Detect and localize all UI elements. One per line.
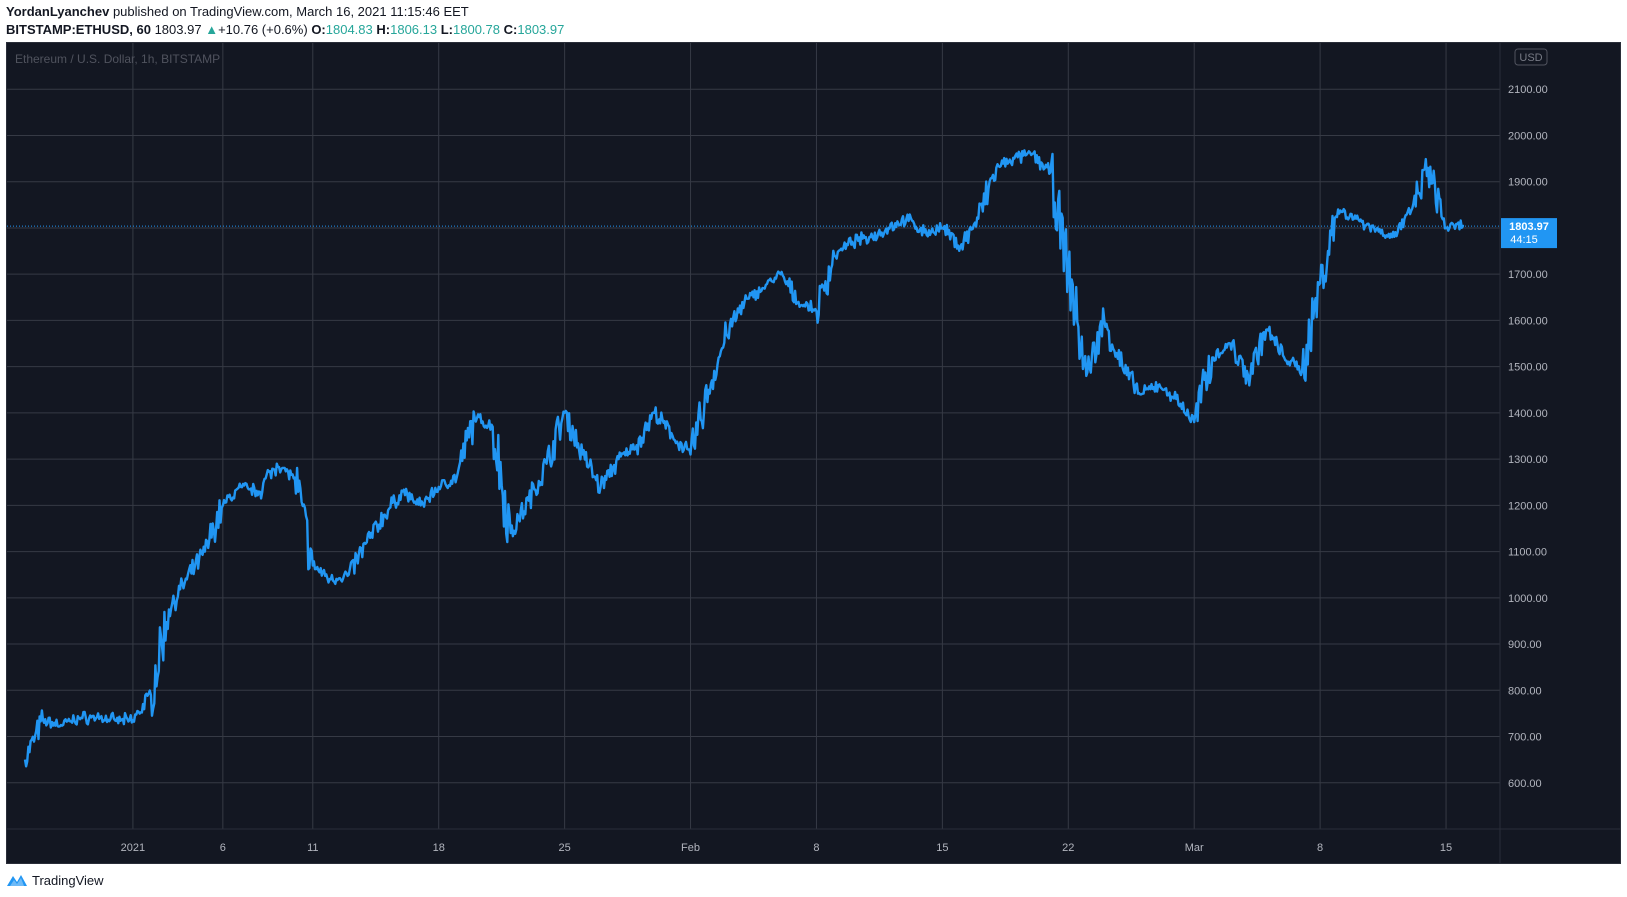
time-tick-label: 11: [307, 842, 318, 854]
price-tick-label: 1300.00: [1508, 454, 1548, 466]
price-tick-label: 1100.00: [1508, 547, 1547, 559]
up-arrow-icon: ▲: [205, 22, 219, 37]
time-axis[interactable]: 2021 6 11 18 25 Feb 8 15 22 Mar 8 15: [121, 842, 1452, 854]
footer: TradingView: [6, 870, 104, 890]
last-price-tag: 1803.97 44:15: [1501, 218, 1557, 249]
price-tick-label: 2100.00: [1508, 84, 1548, 96]
low-label: L:: [440, 22, 454, 37]
tradingview-brand[interactable]: TradingView: [32, 872, 104, 888]
time-tick-label: 18: [433, 842, 445, 854]
price-tick-label: 1900.00: [1508, 177, 1548, 189]
change-value: +10.76 (+0.6%): [218, 22, 308, 37]
last-price: 1803.97: [154, 22, 202, 37]
low-value: 1800.78: [453, 22, 501, 37]
price-tick-label: 1700.00: [1508, 269, 1548, 281]
price-tick-label: 700.00: [1508, 732, 1542, 744]
close-value: 1803.97: [517, 22, 565, 37]
currency-label: USD: [1519, 52, 1542, 64]
open-value: 1804.83: [325, 22, 373, 37]
price-axis[interactable]: 600.00 700.00 800.00 900.00 1000.00 1100.00 12…: [1508, 84, 1548, 790]
high-label: H:: [376, 22, 391, 37]
ohlc-bar: BITSTAMP:ETHUSD, 60 1803.97 ▲+10.76 (+0.…: [6, 22, 564, 37]
price-tick-label: 1000.00: [1508, 593, 1548, 605]
currency-badge-border: [1514, 48, 1548, 66]
time-tick-label: 15: [1440, 842, 1452, 854]
grid: [7, 43, 1500, 829]
time-tick-label: 15: [936, 842, 948, 854]
time-tick-label: 25: [559, 842, 571, 854]
currency-badge[interactable]: USD: [1514, 48, 1548, 66]
price-tag-value: 1803.97: [1509, 221, 1549, 233]
author-name[interactable]: YordanLyanchev: [6, 4, 110, 19]
price-tick-label: 2000.00: [1508, 130, 1548, 142]
price-tick-label: 1500.00: [1508, 362, 1548, 374]
time-tick-label: 8: [1317, 842, 1323, 854]
time-tick-label: Mar: [1185, 842, 1204, 854]
price-tick-label: 800.00: [1508, 685, 1542, 697]
time-tick-label: 6: [220, 842, 226, 854]
open-label: O:: [311, 22, 326, 37]
price-tag-countdown: 44:15: [1510, 234, 1538, 246]
close-label: C:: [503, 22, 518, 37]
time-tick-label: Feb: [681, 842, 700, 854]
time-tick-label: 22: [1062, 842, 1074, 854]
symbol-label: BITSTAMP:ETHUSD, 60: [6, 22, 151, 37]
price-tick-label: 1600.00: [1508, 315, 1548, 327]
publish-text: published on TradingView.com, March 16, …: [112, 4, 469, 19]
publish-info: YordanLyanchev published on TradingView.…: [6, 4, 469, 19]
time-tick-label: 8: [813, 842, 819, 854]
chart-frame: Ethereum / U.S. Dollar, 1h, BITSTAMP 600…: [6, 42, 1621, 864]
price-tick-label: 1200.00: [1508, 500, 1548, 512]
price-tick-label: 1400.00: [1508, 408, 1548, 420]
high-value: 1806.13: [390, 22, 438, 37]
tradingview-logo-icon: [7, 875, 27, 886]
price-chart[interactable]: Ethereum / U.S. Dollar, 1h, BITSTAMP 600…: [7, 43, 1620, 863]
chart-watermark: Ethereum / U.S. Dollar, 1h, BITSTAMP: [15, 52, 220, 66]
price-tag-background: [1501, 218, 1557, 249]
price-tick-label: 600.00: [1508, 778, 1542, 790]
price-tick-label: 900.00: [1508, 639, 1542, 651]
time-tick-label: 2021: [121, 842, 145, 854]
price-series-line: [23, 149, 1465, 768]
